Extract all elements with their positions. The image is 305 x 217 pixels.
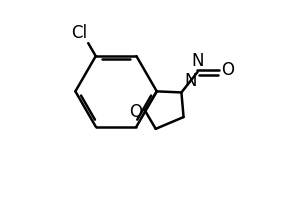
Text: N: N [191,51,204,69]
Text: O: O [221,61,234,79]
Text: N: N [184,72,196,90]
Text: O: O [129,103,142,121]
Text: Cl: Cl [71,24,87,42]
